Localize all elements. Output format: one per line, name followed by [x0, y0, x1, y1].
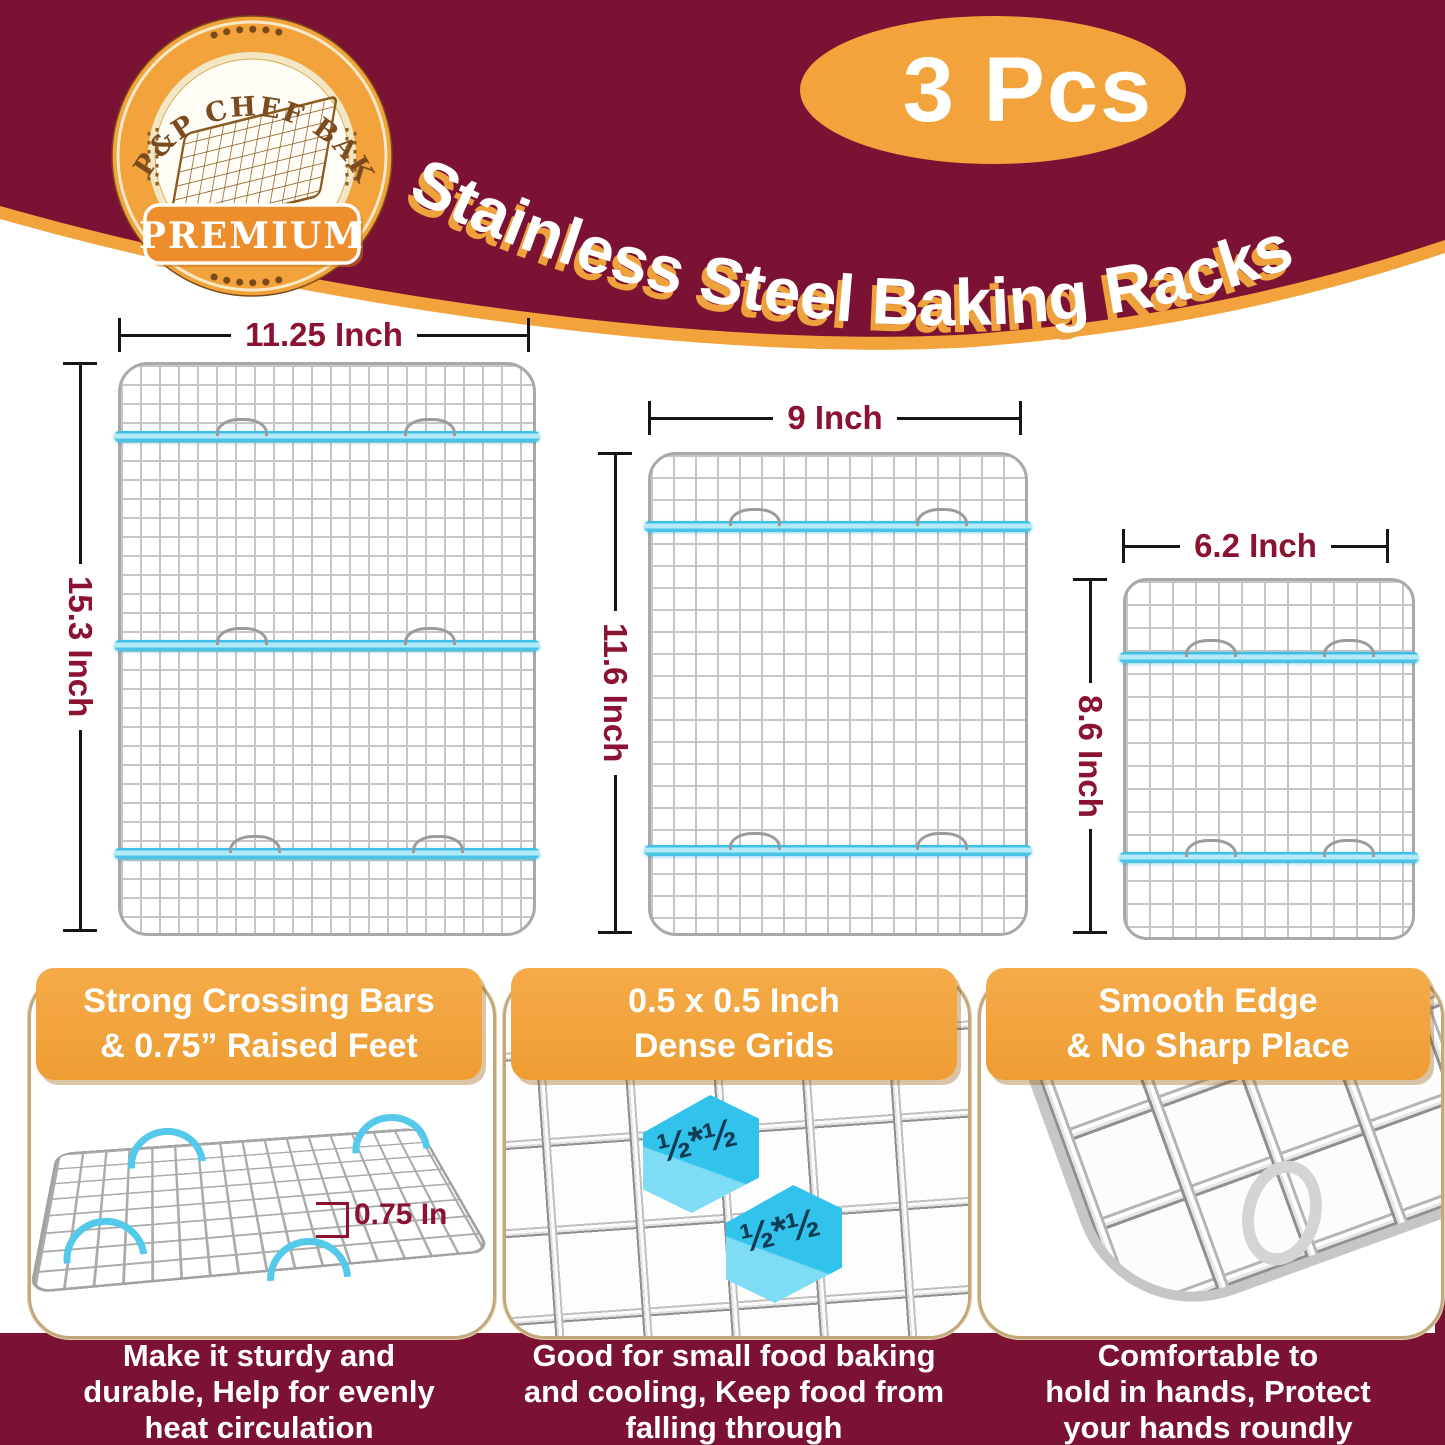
foot-bump	[729, 832, 782, 850]
foot-bump	[729, 508, 782, 526]
feature-title-dense-grids: 0.5 x 0.5 Inch Dense Grids	[511, 968, 957, 1080]
dimension-tick	[648, 401, 651, 435]
foot-bump	[403, 418, 456, 436]
foot-bump	[915, 508, 968, 526]
foot-bump	[1185, 639, 1237, 657]
brand-badge: P&P CHEF BAKEWARE PREMIUM	[95, 0, 394, 300]
count-badge-label: 3 Pcs	[902, 38, 1154, 141]
foot-bump	[216, 627, 269, 645]
badge-cream-ring	[116, 20, 388, 292]
width-label-medium: 9 Inch	[787, 399, 883, 436]
width-label-small: 6.2 Inch	[1194, 527, 1317, 564]
dimension-line	[121, 333, 232, 337]
badge-dots-top	[210, 25, 294, 39]
crossing-bar	[114, 418, 540, 442]
crossing-bar	[1119, 639, 1419, 663]
foot-height-bracket	[316, 1202, 349, 1238]
foot-bump	[412, 835, 465, 853]
height-dimension-large: 15.3 Inch	[62, 362, 99, 933]
dimension-tick	[1073, 931, 1107, 935]
dimension-line	[1330, 544, 1387, 548]
dimension-tick	[1073, 578, 1107, 581]
width-label-large: 11.25 Inch	[245, 316, 403, 353]
bottom-band	[0, 1333, 1445, 1445]
badge-banner	[143, 203, 361, 265]
badge-dots-bottom	[210, 273, 294, 287]
dimension-tick	[1019, 401, 1023, 435]
foot-bump	[1323, 639, 1375, 657]
height-label-small: 8.6 Inch	[1072, 694, 1109, 818]
dimension-tick	[63, 362, 97, 365]
crossing-bar	[644, 508, 1032, 532]
dimension-line	[651, 416, 774, 420]
dimension-line	[78, 365, 82, 565]
dimension-tick	[598, 931, 632, 935]
badge-side-ticks-right	[345, 128, 357, 186]
dimension-tick	[1122, 529, 1125, 563]
crossing-bar	[1119, 839, 1419, 863]
width-dimension-medium: 9 Inch	[648, 399, 1023, 436]
foot-height-annotation: 0.75 In	[354, 1198, 448, 1231]
width-dimension-large: 11.25 Inch	[118, 316, 531, 353]
foot-bump	[229, 835, 282, 853]
dimension-tick	[118, 318, 121, 352]
feature-caption-dense-grids: Good for small food baking and cooling, …	[523, 1338, 945, 1445]
height-dimension-small: 8.6 Inch	[1072, 578, 1109, 935]
height-label-large: 15.3 Inch	[62, 576, 99, 718]
rack-large	[114, 362, 540, 936]
feature-title-text: Smooth Edge & No Sharp Place	[1066, 982, 1350, 1065]
feature-caption-smooth-edge: Comfortable to hold in hands, Protect yo…	[1045, 1338, 1371, 1445]
badge-banner-label: PREMIUM	[139, 215, 365, 257]
rack-small	[1119, 578, 1419, 940]
width-dimension-small: 6.2 Inch	[1122, 527, 1390, 564]
dimension-line	[1088, 581, 1092, 683]
feature-title-text: 0.5 x 0.5 Inch Dense Grids	[628, 982, 840, 1065]
crossing-bar	[114, 835, 540, 859]
dimension-tick	[63, 929, 97, 933]
count-badge: 3 Pcs	[800, 16, 1186, 164]
foot-bump	[216, 418, 269, 436]
foot-bump	[1185, 839, 1237, 857]
dimension-tick	[527, 318, 531, 352]
dimension-line	[78, 729, 82, 930]
foot-bump	[1323, 839, 1375, 857]
dimension-tick	[598, 452, 632, 455]
feature-title-smooth-edge: Smooth Edge & No Sharp Place	[986, 968, 1430, 1080]
foot-bump	[403, 627, 456, 645]
badge-side-ticks-left	[147, 128, 159, 186]
dimension-line	[1088, 829, 1092, 932]
crossing-bar	[644, 832, 1032, 856]
feature-title-crossing-bars: Strong Crossing Bars & 0.75” Raised Feet	[36, 968, 482, 1080]
height-label-medium: 11.6 Inch	[597, 623, 634, 763]
height-dimension-medium: 11.6 Inch	[597, 452, 634, 935]
dimension-line	[613, 774, 617, 932]
foot-bump	[915, 832, 968, 850]
dimension-line	[416, 333, 528, 337]
feature-title-text: Strong Crossing Bars & 0.75” Raised Feet	[83, 982, 435, 1065]
dimension-line	[1125, 544, 1181, 548]
dimension-line	[613, 455, 617, 612]
rack-medium	[644, 452, 1032, 936]
dimension-line	[896, 416, 1020, 420]
dimension-tick	[1386, 529, 1390, 563]
raised-foot-arc	[349, 1111, 431, 1154]
feature-caption-crossing-bars: Make it sturdy and durable, Help for eve…	[83, 1338, 435, 1445]
crossing-bar	[114, 627, 540, 651]
